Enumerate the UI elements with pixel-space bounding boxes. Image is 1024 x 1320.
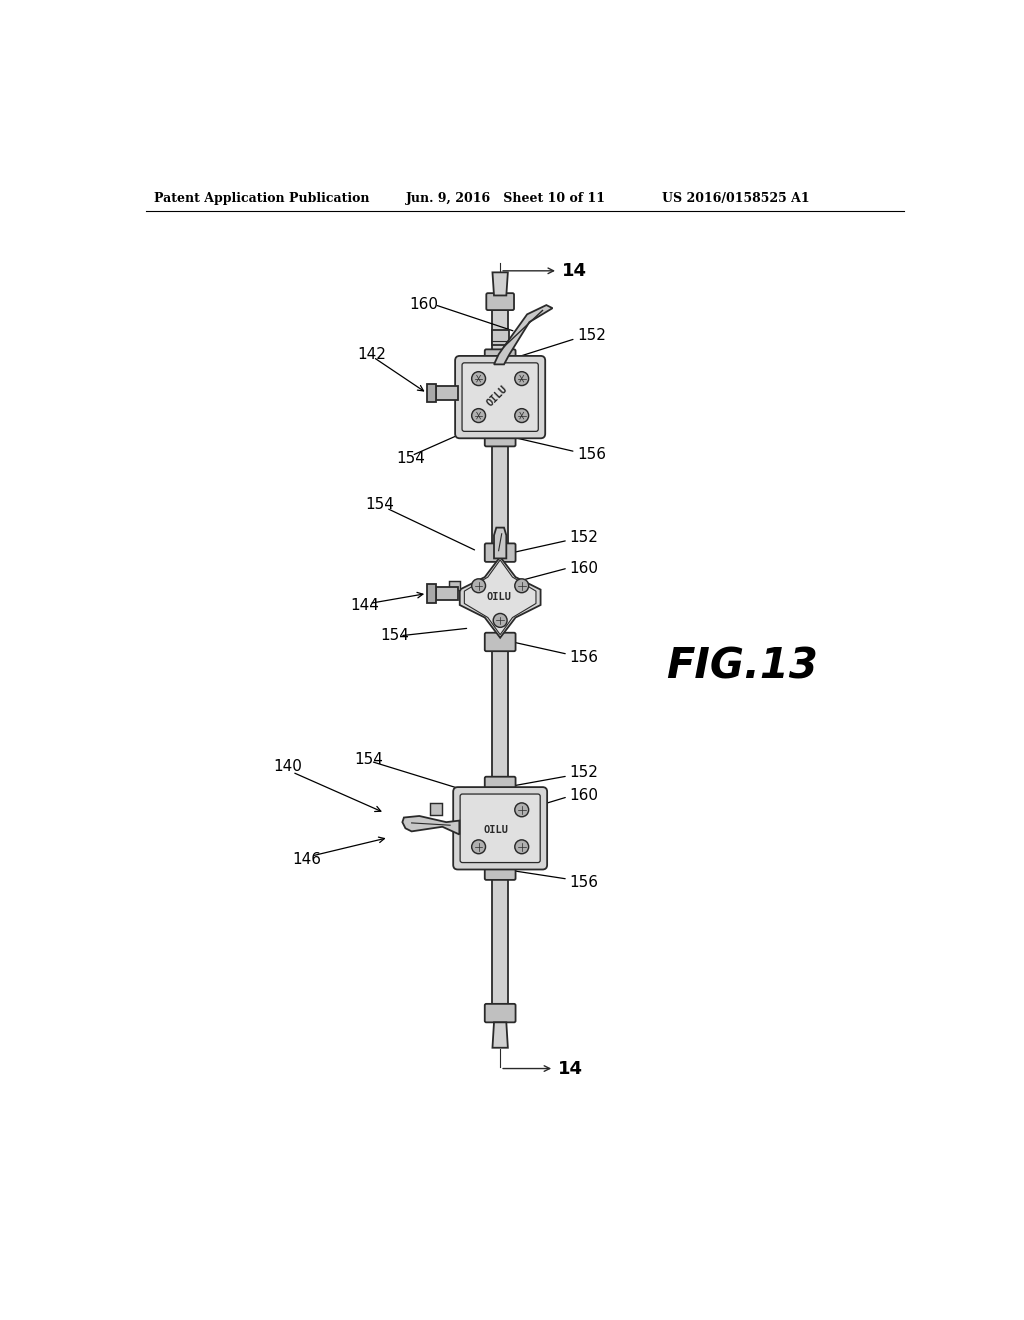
Bar: [493, 309, 508, 355]
Text: 160: 160: [569, 788, 598, 804]
Text: FIG.13: FIG.13: [666, 645, 817, 688]
Polygon shape: [493, 1022, 508, 1048]
Bar: [436, 387, 458, 400]
Text: 14: 14: [562, 261, 587, 280]
Text: 160: 160: [410, 297, 438, 313]
Bar: [436, 586, 458, 601]
Text: 160: 160: [569, 561, 598, 576]
Text: 154: 154: [354, 751, 383, 767]
Polygon shape: [460, 557, 541, 638]
Text: Jun. 9, 2016   Sheet 10 of 11: Jun. 9, 2016 Sheet 10 of 11: [407, 191, 606, 205]
Bar: [449, 581, 460, 590]
FancyBboxPatch shape: [486, 293, 514, 310]
Polygon shape: [402, 816, 460, 834]
FancyBboxPatch shape: [484, 350, 515, 368]
Circle shape: [515, 840, 528, 854]
Text: 144: 144: [350, 598, 379, 612]
FancyBboxPatch shape: [455, 356, 545, 438]
Polygon shape: [494, 305, 553, 364]
Circle shape: [515, 803, 528, 817]
Circle shape: [472, 372, 485, 385]
Circle shape: [472, 409, 485, 422]
Text: 140: 140: [273, 759, 302, 775]
Text: OILU: OILU: [486, 593, 511, 602]
Text: OILU: OILU: [483, 825, 509, 834]
Bar: [492, 330, 509, 345]
Text: 154: 154: [366, 498, 394, 512]
Bar: [493, 878, 508, 1006]
Circle shape: [472, 578, 485, 593]
FancyBboxPatch shape: [484, 544, 515, 562]
Text: 154: 154: [381, 628, 410, 643]
Polygon shape: [494, 528, 506, 558]
FancyBboxPatch shape: [454, 787, 547, 870]
Circle shape: [515, 409, 528, 422]
FancyBboxPatch shape: [484, 862, 515, 880]
Text: 156: 156: [569, 875, 598, 890]
FancyBboxPatch shape: [460, 795, 541, 862]
Circle shape: [494, 614, 507, 627]
Circle shape: [472, 840, 485, 854]
Bar: [427, 384, 436, 403]
Bar: [427, 585, 436, 603]
Polygon shape: [464, 560, 536, 635]
Text: Patent Application Publication: Patent Application Publication: [154, 191, 370, 205]
Text: 156: 156: [569, 649, 598, 665]
Text: 156: 156: [578, 447, 606, 462]
Bar: [493, 649, 508, 781]
Text: 152: 152: [569, 529, 598, 545]
FancyBboxPatch shape: [462, 363, 539, 432]
Text: 154: 154: [396, 451, 425, 466]
FancyBboxPatch shape: [484, 1003, 515, 1022]
Text: 152: 152: [569, 766, 598, 780]
Polygon shape: [493, 272, 508, 296]
Circle shape: [515, 578, 528, 593]
Text: 142: 142: [357, 347, 387, 362]
Bar: [493, 445, 508, 552]
FancyBboxPatch shape: [484, 632, 515, 651]
Circle shape: [515, 372, 528, 385]
Text: US 2016/0158525 A1: US 2016/0158525 A1: [662, 191, 810, 205]
Bar: [430, 803, 442, 816]
Text: OILU: OILU: [484, 383, 510, 408]
FancyBboxPatch shape: [484, 428, 515, 446]
Text: 152: 152: [578, 327, 606, 343]
Text: 146: 146: [292, 851, 322, 867]
Text: 14: 14: [558, 1060, 583, 1077]
FancyBboxPatch shape: [484, 776, 515, 795]
